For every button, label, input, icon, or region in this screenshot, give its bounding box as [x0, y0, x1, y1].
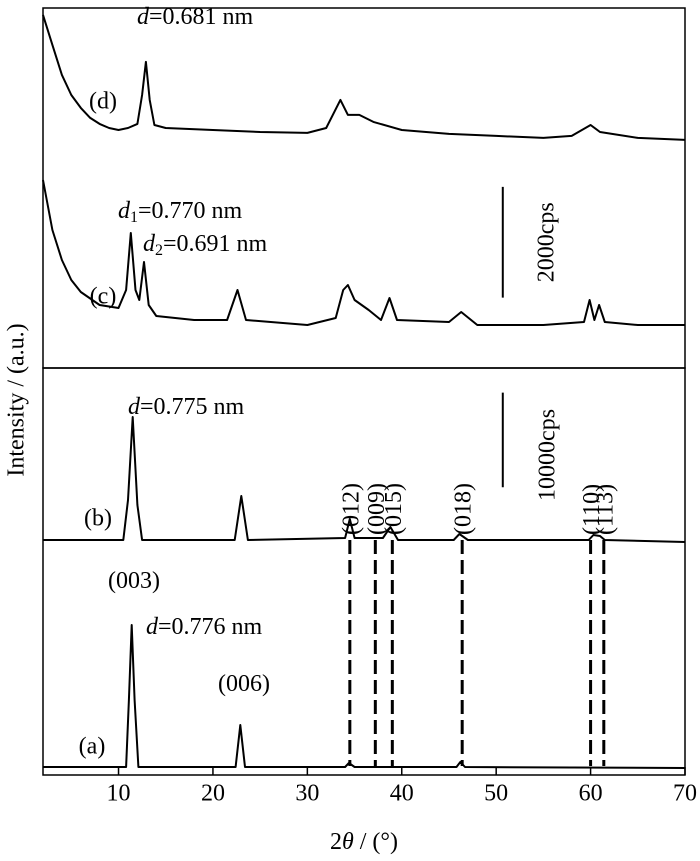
data-line [42, 179, 685, 326]
annotation-subscript: 2 [155, 242, 163, 259]
reference-label: (009) [364, 483, 390, 535]
scale-bar-label: 2000cps [533, 202, 559, 282]
reference-label: (018) [451, 483, 477, 535]
reference-label: (012) [338, 483, 364, 535]
annotation-symbol: d [143, 231, 156, 257]
annotation-text: =0.776 nm [158, 614, 263, 640]
annotation-symbol: d [128, 394, 141, 420]
reference-label: (113) [592, 484, 618, 535]
annotation-text: =0.691 nm [163, 231, 268, 257]
annotation: (003) [108, 568, 160, 594]
annotation-symbol: d [137, 4, 150, 30]
x-label-symbol: θ [342, 829, 354, 855]
reference-label: (110) [579, 484, 605, 535]
x-tick-label: 10 [107, 781, 131, 807]
series-label: (c) [90, 284, 117, 310]
x-tick-label: 30 [295, 781, 319, 807]
annotation: d=0.775 nm [128, 394, 245, 420]
data-line [43, 624, 686, 769]
annotation-symbol: d [118, 198, 131, 224]
y-axis-label: Intensity / (a.u.) [4, 323, 30, 476]
series-label: (d) [89, 89, 117, 115]
series-label: (b) [84, 506, 112, 532]
annotation: d=0.776 nm [146, 614, 263, 640]
annotation: (006) [218, 671, 270, 697]
annotation-text: (003) [108, 568, 160, 594]
annotation-text: =0.775 nm [140, 394, 245, 420]
annotation-text: (006) [218, 671, 270, 697]
panel-frame [42, 367, 686, 776]
x-label-suffix: / (°) [354, 829, 398, 855]
x-tick-label: 50 [484, 781, 508, 807]
annotation-subscript: 1 [130, 209, 138, 226]
annotation-text: =0.681 nm [149, 4, 254, 30]
series-label: (a) [79, 734, 106, 760]
annotation-symbol: d [146, 614, 159, 640]
x-tick-label: 60 [579, 781, 603, 807]
x-label-prefix: 2 [330, 829, 342, 855]
x-tick-label: 70 [673, 781, 697, 807]
annotation-text: =0.770 nm [138, 198, 243, 224]
panel-frame [42, 7, 686, 369]
data-line [42, 14, 686, 141]
x-axis-label: 2θ / (°) [330, 829, 398, 855]
reference-label: (015) [381, 483, 407, 535]
annotation: d2=0.691 nm [143, 231, 268, 259]
annotation: d1=0.770 nm [118, 198, 243, 226]
x-tick-label: 20 [201, 781, 225, 807]
scale-bar-label: 10000cps [534, 409, 560, 501]
annotation: d=0.681 nm [137, 4, 254, 30]
data-line [43, 416, 686, 543]
x-tick-label: 40 [390, 781, 414, 807]
